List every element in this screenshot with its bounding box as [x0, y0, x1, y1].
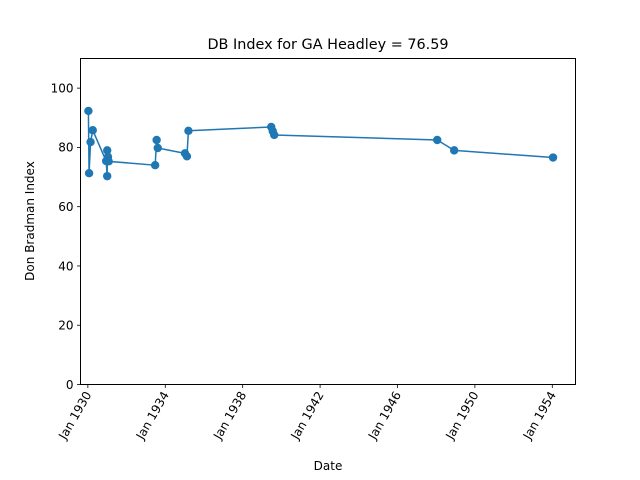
data-point-13: [182, 152, 192, 161]
data-point-20: [548, 153, 558, 162]
x-axis-label: Date: [314, 459, 343, 473]
y-tick-label-3: 60: [58, 200, 73, 214]
y-tick-label-0: 0: [66, 378, 74, 392]
y-tick-label-5: 100: [51, 81, 74, 95]
data-point-3: [88, 126, 97, 135]
data-point-10: [152, 135, 161, 145]
y-axis: 0 20 40 60 80 100: [51, 81, 81, 392]
data-point-0: [84, 106, 93, 116]
data-point-1: [84, 168, 94, 178]
data-point-17: [269, 130, 279, 140]
data-point-6: [103, 146, 112, 155]
data-point-14: [184, 126, 193, 136]
y-tick-label-1: 20: [58, 319, 73, 333]
chart-title: DB Index for GA Headley = 76.59: [207, 37, 448, 53]
y-axis-label: Don Bradman Index: [23, 161, 37, 281]
data-point-18: [433, 135, 442, 145]
plot-frame: [80, 58, 576, 385]
data-point-19: [449, 146, 459, 155]
data-point-8: [104, 157, 113, 166]
data-point-9: [150, 160, 160, 170]
data-point-11: [153, 143, 162, 153]
y-tick-label-4: 80: [58, 141, 73, 155]
y-tick-label-2: 40: [58, 259, 73, 273]
data-point-2: [86, 137, 95, 147]
plot-area: [84, 106, 558, 181]
data-point-5: [103, 171, 112, 181]
